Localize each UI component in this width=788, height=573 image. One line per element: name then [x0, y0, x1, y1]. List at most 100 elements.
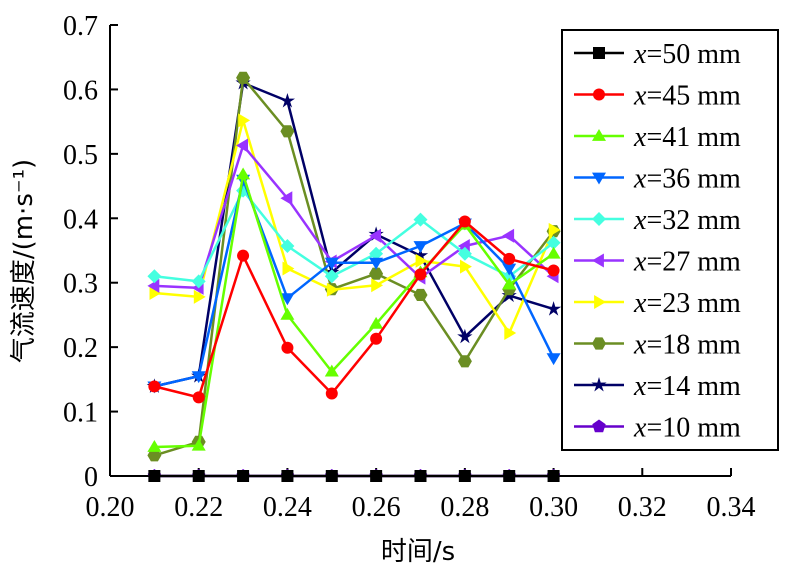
data-point [237, 470, 250, 482]
data-point [548, 222, 561, 237]
data-point [592, 337, 606, 350]
data-point [325, 387, 338, 400]
x-tick-label: 0.26 [352, 492, 401, 523]
x-tick-label: 0.22 [174, 492, 223, 523]
data-point [280, 125, 295, 138]
series-line [154, 173, 555, 449]
legend-entry: x=14 mm [574, 371, 741, 402]
series-group [146, 71, 562, 482]
legend-label: x=27 mm [633, 247, 741, 278]
data-point [280, 191, 293, 206]
legend-entry: x=45 mm [574, 81, 741, 112]
x-tick-label: 0.34 [707, 492, 756, 523]
data-point [547, 470, 560, 482]
legend: x=50 mm x=45 mm x=41 mm x=36 mm x=32 mm x=27 … [561, 29, 779, 451]
series-41-mm [147, 167, 561, 452]
data-point [371, 278, 384, 293]
data-point [412, 247, 429, 263]
data-point [592, 172, 606, 185]
data-point [280, 307, 295, 320]
data-point [502, 277, 517, 290]
data-point [413, 288, 428, 301]
data-point [458, 215, 471, 228]
data-point [369, 316, 384, 329]
data-point [594, 295, 606, 309]
data-point [324, 257, 339, 270]
data-point [413, 212, 428, 227]
legend-entry: x=32 mm [574, 205, 741, 236]
data-point [546, 235, 561, 250]
data-point [457, 328, 473, 344]
legend-label: x=10 mm [633, 413, 741, 444]
data-point [413, 241, 428, 253]
data-point [281, 341, 294, 354]
legend-label: x=23 mm [633, 288, 741, 319]
y-axis-title: 气流速度/(m·s⁻¹) [9, 159, 39, 363]
data-point [591, 377, 607, 392]
data-point [147, 440, 162, 452]
legend-entry: x=36 mm [574, 164, 741, 195]
series-45-mm [148, 215, 560, 404]
data-point [148, 470, 161, 482]
data-point [369, 246, 384, 261]
data-point [282, 261, 295, 276]
data-point [191, 371, 206, 384]
data-point [415, 253, 428, 268]
data-point [191, 438, 206, 451]
y-tick-label: 0.6 [63, 75, 98, 106]
data-point [369, 228, 381, 243]
series-line [154, 119, 555, 335]
series-23-mm [149, 113, 561, 340]
data-point [148, 380, 161, 393]
data-point [193, 289, 206, 304]
data-point [324, 269, 339, 284]
axes-group: 0.20 0.22 0.24 0.26 0.28 0.30 0.32 0.34 0 0.1 0.2 0… [63, 11, 756, 523]
data-point [281, 470, 294, 482]
data-point [280, 293, 295, 306]
data-point [460, 259, 472, 274]
data-point [547, 264, 560, 277]
data-point [592, 212, 606, 226]
x-tick-label: 0.24 [263, 492, 312, 523]
series-line [154, 76, 555, 457]
data-point [147, 269, 162, 284]
legend-label: x=36 mm [633, 164, 741, 195]
data-point [546, 301, 562, 316]
legend-label: x=45 mm [633, 81, 741, 112]
legend-entry: x=18 mm [574, 330, 741, 361]
data-point [369, 257, 384, 270]
y-tick-label: 0.1 [63, 398, 98, 429]
data-point [458, 470, 471, 482]
data-point [324, 364, 339, 377]
data-point [236, 71, 251, 84]
legend-entry: x=41 mm [574, 122, 741, 153]
series-32-mm [147, 183, 561, 289]
data-point [414, 470, 427, 482]
data-point [149, 286, 162, 300]
data-point [503, 470, 516, 482]
x-tick-label: 0.30 [529, 492, 578, 523]
data-point [503, 252, 516, 265]
data-point [504, 326, 517, 340]
series-line [154, 189, 555, 283]
data-point [326, 282, 339, 297]
data-point [414, 268, 427, 281]
legend-label: x=50 mm [633, 39, 741, 70]
series-line [154, 81, 554, 388]
data-point [238, 113, 251, 128]
series-18-mm [147, 71, 561, 462]
y-tick-label: 0.2 [63, 333, 98, 364]
legend-entry: x=23 mm [574, 288, 741, 319]
data-point [546, 246, 561, 259]
legend-label: x=14 mm [633, 371, 741, 402]
data-point [237, 249, 250, 262]
data-point [546, 353, 561, 366]
y-tick-label: 0 [84, 462, 98, 493]
x-tick-label: 0.20 [86, 492, 135, 523]
y-tick-label: 0.7 [63, 11, 98, 42]
series-50-mm [148, 470, 560, 482]
data-point [457, 246, 472, 261]
data-point [147, 278, 160, 293]
y-tick-label: 0.5 [63, 140, 98, 171]
